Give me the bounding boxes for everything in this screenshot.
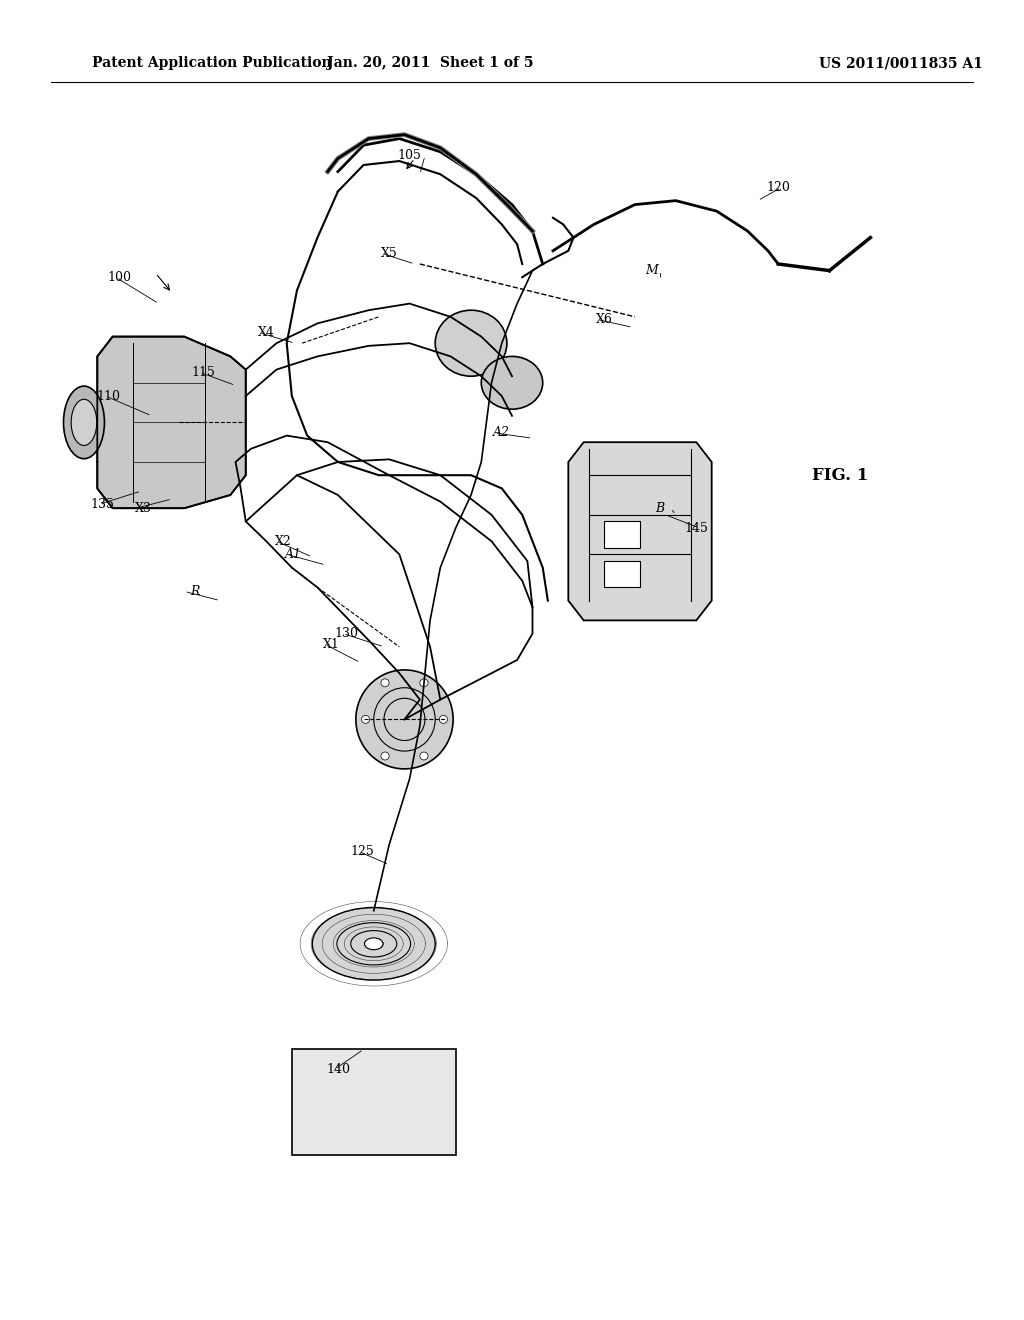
Ellipse shape	[63, 385, 104, 458]
Text: R: R	[190, 585, 200, 598]
Text: 125: 125	[350, 845, 374, 858]
Text: X4: X4	[258, 326, 274, 339]
Polygon shape	[568, 442, 712, 620]
Text: 145: 145	[684, 521, 708, 535]
Ellipse shape	[312, 908, 435, 979]
Ellipse shape	[420, 678, 428, 686]
Ellipse shape	[356, 671, 453, 768]
Text: X1: X1	[324, 638, 340, 651]
Text: X2: X2	[275, 535, 292, 548]
Ellipse shape	[481, 356, 543, 409]
Ellipse shape	[439, 715, 447, 723]
Text: 115: 115	[191, 366, 215, 379]
Text: A1: A1	[285, 548, 302, 561]
Text: X3: X3	[135, 502, 152, 515]
Text: US 2011/0011835 A1: US 2011/0011835 A1	[819, 57, 983, 70]
Ellipse shape	[435, 310, 507, 376]
Text: X5: X5	[381, 247, 397, 260]
Text: 110: 110	[97, 389, 121, 403]
Text: Jan. 20, 2011  Sheet 1 of 5: Jan. 20, 2011 Sheet 1 of 5	[327, 57, 534, 70]
Ellipse shape	[72, 399, 96, 446]
Text: B: B	[655, 502, 665, 515]
Polygon shape	[97, 337, 246, 508]
Ellipse shape	[361, 715, 370, 723]
Ellipse shape	[420, 752, 428, 760]
Ellipse shape	[365, 937, 383, 950]
Text: 135: 135	[91, 498, 115, 511]
Text: 140: 140	[327, 1063, 350, 1076]
Text: X6: X6	[596, 313, 612, 326]
Ellipse shape	[381, 678, 389, 686]
FancyBboxPatch shape	[604, 521, 640, 548]
Text: FIG. 1: FIG. 1	[812, 467, 867, 483]
Ellipse shape	[381, 752, 389, 760]
FancyBboxPatch shape	[292, 1049, 456, 1155]
Text: Patent Application Publication: Patent Application Publication	[92, 57, 332, 70]
Text: 130: 130	[335, 627, 358, 640]
Text: 120: 120	[766, 181, 790, 194]
Text: M: M	[645, 264, 657, 277]
Text: 100: 100	[108, 271, 131, 284]
Text: A2: A2	[493, 426, 510, 440]
FancyBboxPatch shape	[604, 561, 640, 587]
Text: 105: 105	[397, 149, 422, 162]
